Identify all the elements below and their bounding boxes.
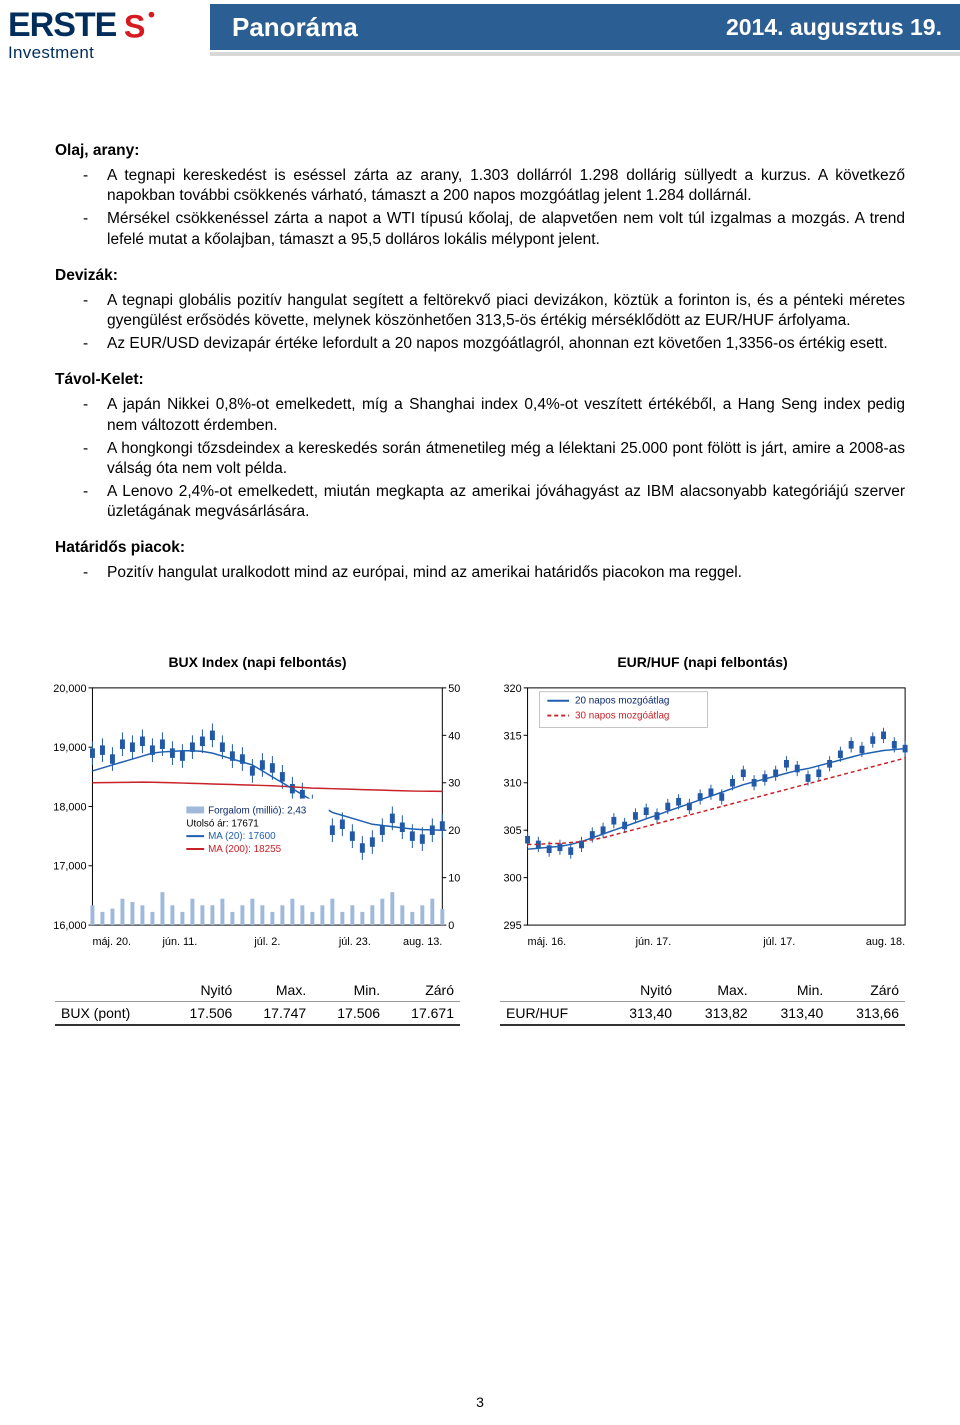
table-header: Nyitó xyxy=(602,979,678,1002)
logo: ERSTE S Investment xyxy=(8,6,203,63)
table-header xyxy=(500,979,602,1002)
title-band: Panoráma 2014. augusztus 19. xyxy=(210,4,960,50)
chart-eurhuf-title: EUR/HUF (napi felbontás) xyxy=(490,654,915,670)
svg-text:Utolsó ár: 17671: Utolsó ár: 17671 xyxy=(186,818,259,829)
svg-text:máj. 20.: máj. 20. xyxy=(92,935,131,947)
svg-text:MA (20): 17600: MA (20): 17600 xyxy=(208,831,276,842)
table-header: Min. xyxy=(754,979,830,1002)
svg-text:40: 40 xyxy=(448,730,460,742)
table-cell: BUX (pont) xyxy=(55,1002,164,1026)
svg-text:máj. 16.: máj. 16. xyxy=(528,935,567,947)
table-row: EUR/HUF 313,40 313,82 313,40 313,66 xyxy=(500,1002,905,1026)
section-hataridos-list: Pozitív hangulat uralkodott mind az euró… xyxy=(83,563,905,583)
svg-text:aug. 18.: aug. 18. xyxy=(866,935,905,947)
logo-main-text: ERSTE xyxy=(8,6,116,45)
table-header xyxy=(55,979,164,1002)
svg-text:10: 10 xyxy=(448,872,460,884)
svg-text:júl. 23.: júl. 23. xyxy=(338,935,371,947)
section-tavol-list: A japán Nikkei 0,8%-ot emelkedett, míg a… xyxy=(83,395,905,522)
chart-eurhuf-svg: 295 300 305 310 315 320 máj. 16. jún. 17. júl. 1… xyxy=(490,678,915,955)
table-cell: 17.671 xyxy=(386,1002,460,1026)
table-cell: 313,66 xyxy=(829,1002,905,1026)
list-item: A hongkongi tőzsdeindex a kereskedés sor… xyxy=(83,439,905,479)
list-item: Az EUR/USD devizapár értéke lefordult a … xyxy=(83,334,905,354)
svg-text:315: 315 xyxy=(504,730,522,742)
section-olaj-heading: Olaj, arany: xyxy=(55,141,905,161)
title-underline xyxy=(210,52,960,56)
svg-text:20: 20 xyxy=(448,825,460,837)
svg-text:20 napos mozgóátlag: 20 napos mozgóátlag xyxy=(575,695,669,706)
svg-text:295: 295 xyxy=(504,920,522,932)
logo-squirrel-icon: S xyxy=(122,7,160,45)
svg-text:17,000: 17,000 xyxy=(53,860,86,872)
svg-text:S: S xyxy=(124,8,146,44)
svg-text:aug. 13.: aug. 13. xyxy=(403,935,442,947)
svg-text:30: 30 xyxy=(448,777,460,789)
table-bux: Nyitó Max. Min. Záró BUX (pont) 17.506 1… xyxy=(55,979,460,1026)
table-row: BUX (pont) 17.506 17.747 17.506 17.671 xyxy=(55,1002,460,1026)
svg-text:júl. 17.: júl. 17. xyxy=(762,935,795,947)
table-cell: 313,40 xyxy=(602,1002,678,1026)
table-cell: 313,40 xyxy=(754,1002,830,1026)
svg-text:18,000: 18,000 xyxy=(53,801,86,813)
list-item: A tegnapi globális pozitív hangulat segí… xyxy=(83,291,905,331)
list-item: A Lenovo 2,4%-ot emelkedett, miután megk… xyxy=(83,482,905,522)
chart-eurhuf: EUR/HUF (napi felbontás) 295 300 305 310 315… xyxy=(490,654,915,955)
section-hataridos-heading: Határidős piacok: xyxy=(55,538,905,558)
table-cell: 313,82 xyxy=(678,1002,754,1026)
svg-text:Forgalom (millió): 2,43: Forgalom (millió): 2,43 xyxy=(208,805,307,816)
svg-text:50: 50 xyxy=(448,682,460,694)
table-eurhuf: Nyitó Max. Min. Záró EUR/HUF 313,40 313,… xyxy=(500,979,905,1026)
svg-text:305: 305 xyxy=(504,825,522,837)
charts-row: BUX Index (napi felbontás) 16,00017,0001… xyxy=(0,654,960,955)
svg-text:0: 0 xyxy=(448,920,454,932)
section-devizak-heading: Devizák: xyxy=(55,266,905,286)
list-item: A tegnapi kereskedést is eséssel zárta a… xyxy=(83,166,905,206)
page-number: 3 xyxy=(0,1394,960,1410)
svg-text:320: 320 xyxy=(504,682,522,694)
table-header: Max. xyxy=(678,979,754,1002)
svg-text:19,000: 19,000 xyxy=(53,742,86,754)
svg-text:300: 300 xyxy=(504,872,522,884)
content-body: Olaj, arany: A tegnapi kereskedést is es… xyxy=(0,70,960,584)
page-header: ERSTE S Investment Panoráma 2014. augusz… xyxy=(0,0,960,70)
section-tavol-heading: Távol-Kelet: xyxy=(55,370,905,390)
svg-text:16,000: 16,000 xyxy=(53,920,86,932)
svg-text:júl. 2.: júl. 2. xyxy=(253,935,280,947)
chart-bux-title: BUX Index (napi felbontás) xyxy=(45,654,470,670)
page-date: 2014. augusztus 19. xyxy=(726,14,942,41)
svg-text:jún. 11.: jún. 11. xyxy=(162,935,198,947)
chart-bux: BUX Index (napi felbontás) 16,00017,0001… xyxy=(45,654,470,955)
list-item: Pozitív hangulat uralkodott mind az euró… xyxy=(83,563,905,583)
table-cell: 17.747 xyxy=(238,1002,312,1026)
section-devizak-list: A tegnapi globális pozitív hangulat segí… xyxy=(83,291,905,354)
svg-text:20,000: 20,000 xyxy=(53,682,86,694)
data-tables-row: Nyitó Max. Min. Záró BUX (pont) 17.506 1… xyxy=(0,979,960,1026)
table-header: Záró xyxy=(829,979,905,1002)
logo-sub-text: Investment xyxy=(8,43,203,63)
table-header: Nyitó xyxy=(164,979,238,1002)
table-header: Záró xyxy=(386,979,460,1002)
table-cell: 17.506 xyxy=(312,1002,386,1026)
svg-text:MA (200): 18255: MA (200): 18255 xyxy=(208,843,282,854)
table-header: Max. xyxy=(238,979,312,1002)
list-item: A japán Nikkei 0,8%-ot emelkedett, míg a… xyxy=(83,395,905,435)
chart-bux-svg: 16,000 17,000 18,000 19,000 20,000 0 10 20 30 40 5… xyxy=(45,678,470,955)
page-title: Panoráma xyxy=(232,12,358,43)
svg-text:jún. 17.: jún. 17. xyxy=(635,935,672,947)
section-olaj-list: A tegnapi kereskedést is eséssel zárta a… xyxy=(83,166,905,250)
svg-text:30 napos mozgóátlag: 30 napos mozgóátlag xyxy=(575,710,669,721)
table-cell: 17.506 xyxy=(164,1002,238,1026)
svg-text:310: 310 xyxy=(504,777,522,789)
table-cell: EUR/HUF xyxy=(500,1002,602,1026)
table-header: Min. xyxy=(312,979,386,1002)
list-item: Mérsékel csökkenéssel zárta a napot a WT… xyxy=(83,209,905,249)
